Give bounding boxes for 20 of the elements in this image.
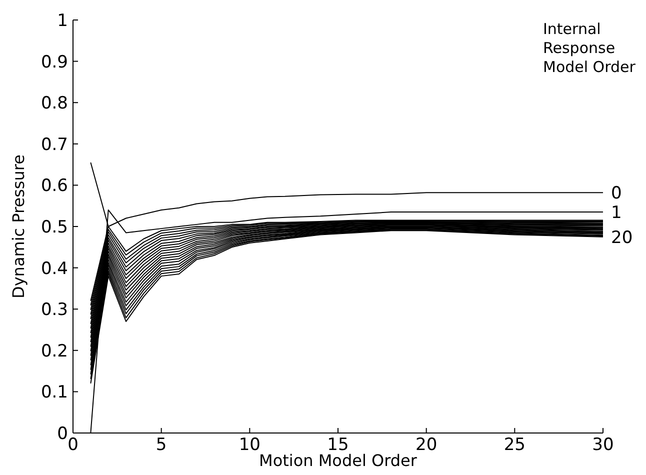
y-axis-title: Dynamic Pressure bbox=[9, 154, 28, 298]
y-tick-label: 0.6 bbox=[40, 176, 68, 196]
y-tick-label: 1 bbox=[57, 10, 68, 31]
y-tick-label: 0.8 bbox=[40, 94, 68, 114]
x-tick-label: 5 bbox=[156, 435, 167, 455]
series-label: 20 bbox=[611, 228, 633, 248]
y-tick-label: 0.1 bbox=[40, 382, 68, 403]
x-tick-label: 20 bbox=[416, 435, 438, 455]
x-tick-label: 30 bbox=[592, 435, 614, 455]
x-tick-label: 25 bbox=[504, 435, 526, 455]
y-tick-label: 0.9 bbox=[40, 52, 68, 72]
y-tick-label: 0.5 bbox=[40, 217, 68, 238]
y-tick-label: 0.3 bbox=[40, 300, 68, 320]
y-tick-label: 0.7 bbox=[40, 134, 68, 155]
annotation: Internal Response Model Order bbox=[543, 20, 636, 76]
series-label: 0 bbox=[611, 184, 622, 204]
series-label: 1 bbox=[611, 202, 622, 223]
y-tick-label: 0.4 bbox=[40, 258, 68, 279]
y-tick-label: 0.2 bbox=[40, 341, 68, 362]
x-tick-label: 10 bbox=[238, 435, 260, 455]
